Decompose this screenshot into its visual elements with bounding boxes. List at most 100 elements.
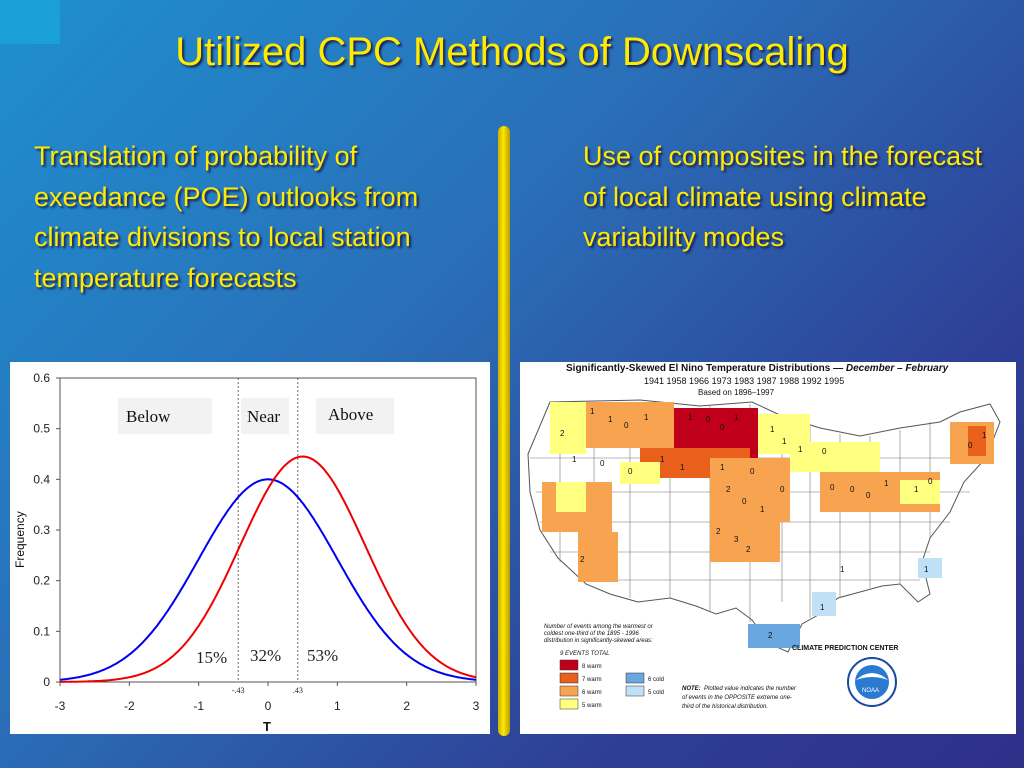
svg-text:1: 1 (572, 455, 577, 464)
noaa-logo: NOAA (847, 657, 897, 707)
svg-text:1: 1 (608, 415, 613, 424)
threshold-label: .43 (293, 686, 303, 695)
svg-text:1: 1 (760, 505, 765, 514)
poe-chart: -3 -2 -1 0 1 2 3 0 0.1 0.2 0.3 0.4 0.5 0.6 -.43 .43 Be… (13, 371, 480, 734)
slide-title: Utilized CPC Methods of Downscaling (175, 30, 849, 74)
bullet-left: Translation of probability of exeedance … (34, 141, 419, 293)
svg-text:0: 0 (866, 491, 871, 500)
legend-note-2: coldest one-third of the 1895 - 1996 (544, 631, 639, 637)
svg-text:3: 3 (734, 535, 739, 544)
note-label: NOTE: (682, 686, 701, 692)
x-tick-label: -3 (55, 699, 66, 713)
y-tick-label: 0.5 (33, 422, 50, 436)
svg-text:1: 1 (840, 565, 845, 574)
legend-label-5-warm: 5 warm (582, 703, 602, 709)
svg-text:0: 0 (750, 467, 755, 476)
svg-text:0: 0 (850, 485, 855, 494)
svg-text:0: 0 (780, 485, 785, 494)
map-based-on: Based on 1896–1997 (698, 388, 775, 397)
note-line-3: third of the historical distribution. (682, 704, 768, 710)
x-tick-label: 3 (473, 699, 480, 713)
climate-prediction-center: CLIMATE PREDICTION CENTER (792, 645, 898, 652)
el-nino-map: Significantly-Skewed El Nino Temperature… (527, 363, 1001, 710)
svg-text:1: 1 (680, 463, 685, 472)
svg-text:0: 0 (720, 423, 725, 432)
svg-text:1: 1 (982, 431, 987, 440)
svg-text:1: 1 (782, 437, 787, 446)
svg-text:2: 2 (768, 631, 773, 640)
y-tick-label: 0.2 (33, 574, 50, 588)
percent-near: 32% (250, 646, 281, 665)
svg-text:0: 0 (624, 421, 629, 430)
y-tick-label: 0 (43, 675, 50, 689)
svg-text:1: 1 (924, 565, 929, 574)
legend-note-3: distribution in significantly-skewed are… (544, 638, 653, 644)
el-nino-map-panel: Significantly-Skewed El Nino Temperature… (520, 362, 1016, 734)
above-label-box (316, 398, 394, 434)
svg-text:0: 0 (628, 467, 633, 476)
svg-text:1: 1 (644, 413, 649, 422)
legend-label-7-warm: 7 warm (582, 677, 602, 683)
note-line-2: of events in the OPPOSITE extreme one- (682, 695, 792, 701)
x-tick-label: 0 (265, 699, 272, 713)
svg-text:1: 1 (914, 485, 919, 494)
svg-text:1: 1 (820, 603, 825, 612)
series-curve-0 (59, 478, 477, 681)
svg-text:2: 2 (580, 555, 585, 564)
y-tick-label: 0.3 (33, 523, 50, 537)
svg-text:0: 0 (600, 459, 605, 468)
svg-text:2: 2 (726, 485, 731, 494)
x-axis-label: T (263, 719, 271, 734)
legend-label-8-warm: 8 warm (582, 664, 602, 670)
legend-label-6-warm: 6 warm (582, 690, 602, 696)
svg-text:1: 1 (798, 445, 803, 454)
cold-areas (748, 558, 942, 648)
poe-chart-panel: -3 -2 -1 0 1 2 3 0 0.1 0.2 0.3 0.4 0.5 0.6 -.43 .43 Be… (10, 362, 490, 734)
below-label-box (118, 398, 212, 434)
y-tick-label: 0.1 (33, 624, 50, 638)
percent-below: 15% (196, 648, 227, 667)
legend-swatch-5-warm (559, 698, 579, 710)
x-tick-label: 1 (334, 699, 341, 713)
category-near: Near (247, 407, 280, 426)
legend-swatch-7-warm (559, 672, 579, 684)
corner-accent (0, 0, 60, 44)
svg-text:1: 1 (770, 425, 775, 434)
legend-swatch-6-cold (625, 672, 645, 684)
map-title: Significantly-Skewed El Nino Temperature… (566, 363, 949, 374)
svg-text:2: 2 (716, 527, 721, 536)
map-legend: Number of events among the warmest or co… (544, 624, 797, 710)
x-tick-label: -1 (193, 699, 204, 713)
legend-swatch-8-warm (559, 659, 579, 671)
note-line-1: Plotted value indicates the number (704, 686, 797, 692)
percent-above: 53% (307, 646, 338, 665)
svg-text:1: 1 (884, 479, 889, 488)
legend-swatch-5-cold (625, 685, 645, 697)
legend-total: 9 EVENTS TOTAL (560, 651, 609, 657)
svg-text:0: 0 (706, 415, 711, 424)
legend-label-5-cold: 5 cold (648, 690, 664, 696)
legend-label-6-cold: 6 cold (648, 677, 664, 683)
warm-north (542, 402, 994, 582)
svg-text:0: 0 (968, 441, 973, 450)
svg-text:1: 1 (590, 407, 595, 416)
svg-text:2: 2 (746, 545, 751, 554)
svg-text:1: 1 (734, 413, 739, 422)
svg-text:0: 0 (822, 447, 827, 456)
threshold-label: -.43 (232, 686, 245, 695)
svg-text:1: 1 (660, 455, 665, 464)
svg-text:0: 0 (830, 483, 835, 492)
y-tick-label: 0.6 (33, 371, 50, 385)
series-curve-1 (60, 455, 477, 683)
y-axis-label: Frequency (13, 511, 27, 568)
x-tick-label: -2 (124, 699, 135, 713)
map-years: 1941 1958 1966 1973 1983 1987 1988 1992 … (644, 376, 844, 386)
bullet-right: Use of composites in the forecast of loc… (583, 141, 983, 252)
legend-note-1: Number of events among the warmest or (544, 624, 654, 630)
svg-text:1: 1 (720, 463, 725, 472)
divider-bar (498, 126, 510, 736)
x-tick-label: 2 (403, 699, 410, 713)
y-tick-label: 0.4 (33, 472, 50, 486)
svg-text:1: 1 (688, 413, 693, 422)
